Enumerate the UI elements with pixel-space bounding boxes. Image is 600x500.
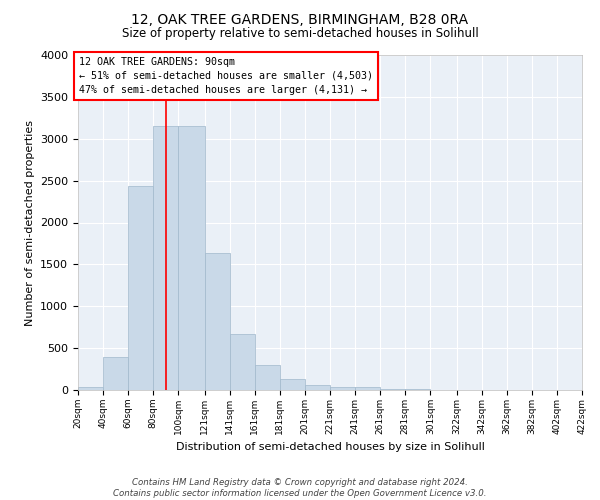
Bar xyxy=(103,358,128,390)
Bar xyxy=(305,384,330,390)
Bar xyxy=(355,386,380,390)
Text: 12, OAK TREE GARDENS, BIRMINGHAM, B28 0RA: 12, OAK TREE GARDENS, BIRMINGHAM, B28 0R… xyxy=(131,12,469,26)
Bar xyxy=(78,388,103,390)
Text: Size of property relative to semi-detached houses in Solihull: Size of property relative to semi-detach… xyxy=(122,28,478,40)
Y-axis label: Number of semi-detached properties: Number of semi-detached properties xyxy=(25,120,35,326)
Text: Contains HM Land Registry data © Crown copyright and database right 2024.
Contai: Contains HM Land Registry data © Crown c… xyxy=(113,478,487,498)
Bar xyxy=(405,389,430,390)
Bar xyxy=(178,126,205,390)
X-axis label: Distribution of semi-detached houses by size in Solihull: Distribution of semi-detached houses by … xyxy=(176,442,484,452)
Bar xyxy=(128,186,153,390)
Bar xyxy=(280,379,305,390)
Bar xyxy=(380,388,405,390)
Text: 12 OAK TREE GARDENS: 90sqm
← 51% of semi-detached houses are smaller (4,503)
47%: 12 OAK TREE GARDENS: 90sqm ← 51% of semi… xyxy=(79,56,373,94)
Bar xyxy=(330,387,355,390)
Bar xyxy=(205,252,230,390)
Bar xyxy=(153,126,178,390)
Bar xyxy=(255,365,280,390)
Bar xyxy=(230,334,255,390)
